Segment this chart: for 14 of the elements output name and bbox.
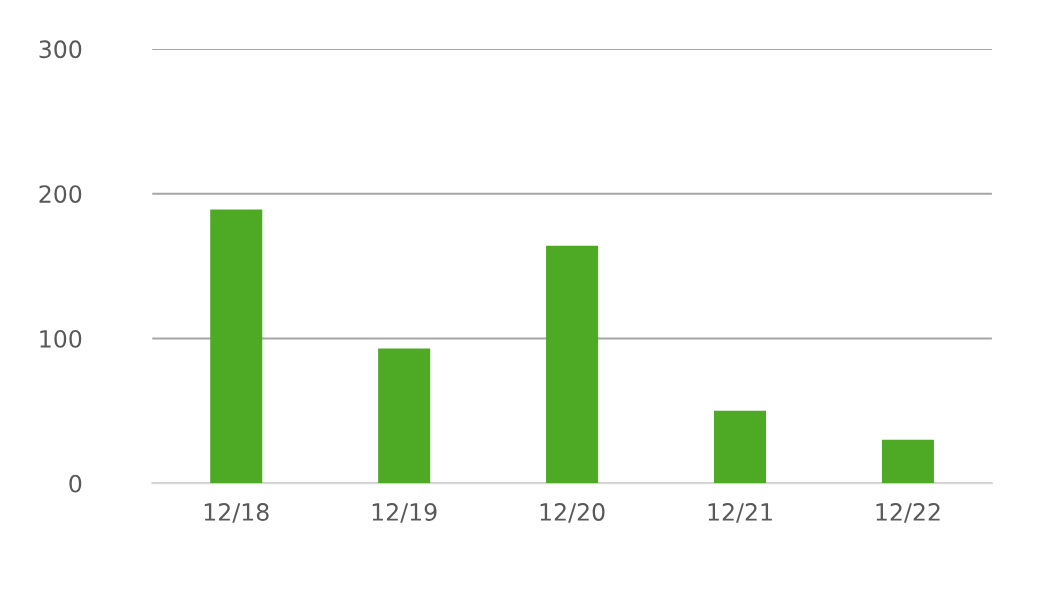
bar — [713, 410, 767, 484]
x-tick-label: 12/18 — [204, 503, 269, 523]
bar — [210, 209, 263, 484]
bar — [546, 245, 599, 484]
x-tick-label: 12/19 — [372, 503, 437, 523]
x-tick-label: 12/21 — [708, 503, 772, 523]
y-tick-label: 100 — [40, 329, 82, 348]
bar — [378, 348, 431, 484]
y-tick-label: 200 — [39, 185, 82, 203]
bar — [881, 439, 934, 484]
y-tick-label: 0 — [69, 474, 82, 493]
y-tick-label: 300 — [39, 40, 82, 59]
x-tick-label: 12/22 — [876, 503, 940, 523]
x-tick-label: 12/20 — [540, 503, 605, 523]
